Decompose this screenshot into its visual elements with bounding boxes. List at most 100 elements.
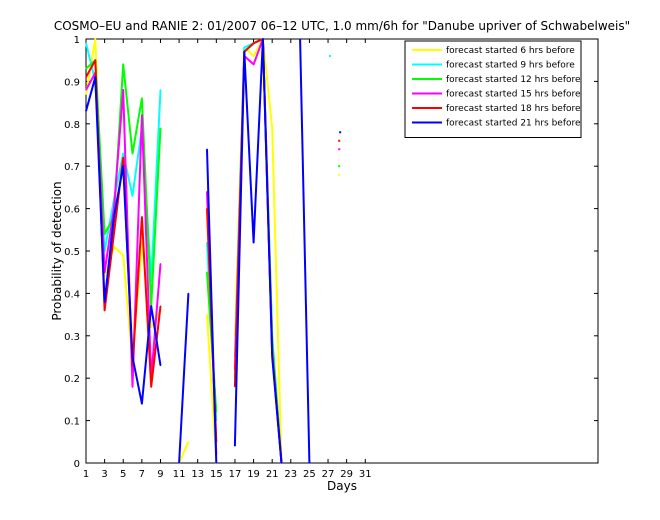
data-point	[234, 445, 236, 447]
legend-label: forecast started 12 hrs before	[446, 75, 581, 85]
data-point	[150, 305, 152, 307]
x-tick-label: 1	[83, 469, 89, 480]
data-point	[206, 241, 208, 244]
x-tick-label: 11	[173, 469, 186, 480]
lone-data-point	[338, 165, 341, 168]
y-tick-label: 0.3	[64, 332, 80, 343]
x-tick-label: 9	[157, 469, 163, 480]
data-point	[113, 246, 115, 248]
data-point	[104, 309, 106, 311]
chart-title: COSMO–EU and RANIE 2: 01/2007 06–12 UTC,…	[54, 19, 630, 33]
data-point	[234, 386, 236, 388]
data-point	[252, 55, 255, 57]
legend: forecast started 6 hrs before forecast st…	[404, 40, 582, 138]
data-point	[131, 386, 134, 388]
data-point	[131, 195, 134, 197]
data-point	[122, 165, 124, 167]
data-point	[122, 63, 124, 66]
legend-label: forecast started 9 hrs before	[446, 61, 575, 71]
data-point	[206, 271, 208, 273]
y-tick-label: 0.4	[64, 289, 80, 300]
y-axis-label: Probability of detection	[50, 181, 64, 320]
lone-data-point	[338, 148, 341, 151]
data-point	[206, 208, 208, 210]
data-point	[206, 148, 208, 150]
data-point	[85, 93, 87, 95]
data-point	[94, 38, 96, 40]
data-point	[113, 216, 115, 218]
legend-label: forecast started 15 hrs before	[446, 90, 581, 100]
data-point	[141, 403, 143, 405]
lone-data-point	[338, 139, 341, 142]
data-point	[85, 68, 87, 70]
x-tick-label: 29	[340, 469, 353, 480]
data-point	[104, 233, 106, 235]
y-tick-label: 0.9	[64, 77, 80, 88]
data-point	[262, 38, 264, 40]
y-tick-label: 1	[74, 35, 80, 46]
data-point	[94, 76, 96, 78]
data-point	[122, 254, 124, 256]
data-point	[280, 462, 283, 464]
legend-label: forecast started 21 hrs before	[446, 119, 581, 129]
legend-label: forecast started 6 hrs before	[446, 46, 575, 56]
y-tick-label: 0.1	[64, 417, 80, 428]
x-axis-label: Days	[327, 479, 357, 493]
data-point	[187, 292, 189, 294]
data-point	[122, 152, 124, 155]
data-point	[243, 46, 245, 49]
legend-box	[404, 40, 582, 138]
y-tick-label: 0.7	[64, 162, 80, 173]
x-tick-label: 25	[303, 469, 316, 480]
x-tick-label: 23	[284, 469, 297, 480]
data-point	[252, 241, 255, 244]
data-point	[113, 208, 115, 210]
data-point	[113, 233, 115, 235]
data-point	[271, 356, 273, 358]
data-point	[85, 42, 87, 44]
x-tick-label: 31	[359, 469, 372, 480]
data-point	[159, 364, 162, 367]
data-point	[206, 314, 208, 316]
series-layer	[85, 38, 342, 464]
data-point	[150, 386, 152, 388]
data-point	[131, 152, 134, 155]
data-point	[252, 42, 255, 44]
lone-data-point	[328, 54, 331, 57]
data-point	[141, 97, 143, 99]
y-tick-label: 0.8	[64, 120, 80, 131]
data-point	[271, 127, 273, 129]
x-tick-label: 3	[101, 469, 107, 480]
data-point	[141, 241, 143, 244]
x-tick-label: 13	[191, 469, 204, 480]
data-point	[159, 127, 162, 129]
data-point	[150, 326, 152, 328]
x-tick-label: 15	[210, 469, 223, 480]
data-point	[187, 441, 189, 443]
data-point	[243, 51, 245, 53]
y-tick-label: 0.6	[64, 205, 80, 216]
data-point	[131, 356, 134, 358]
data-point	[159, 263, 162, 265]
data-point	[141, 216, 143, 218]
data-point	[85, 89, 87, 91]
lone-data-point	[338, 173, 341, 176]
x-tick-label: 7	[139, 469, 145, 480]
x-tick-label: 27	[322, 469, 335, 480]
data-point	[252, 63, 255, 66]
data-point	[141, 114, 143, 116]
data-point	[131, 364, 134, 367]
x-tick-label: 21	[266, 469, 279, 480]
data-point	[308, 462, 311, 464]
x-tick-label: 5	[120, 469, 126, 480]
data-point	[104, 301, 106, 303]
axes-layer: 1 3 5 7 9 11 13 15 17 19 21 23 25 27 29 3100.10.20.30.4…	[64, 35, 598, 480]
data-point	[215, 462, 217, 464]
y-tick-label: 0.2	[64, 374, 80, 385]
data-point	[94, 59, 96, 61]
data-point	[178, 462, 180, 464]
data-point	[299, 38, 301, 40]
legend-label: forecast started 18 hrs before	[446, 104, 581, 114]
data-point	[85, 110, 87, 112]
